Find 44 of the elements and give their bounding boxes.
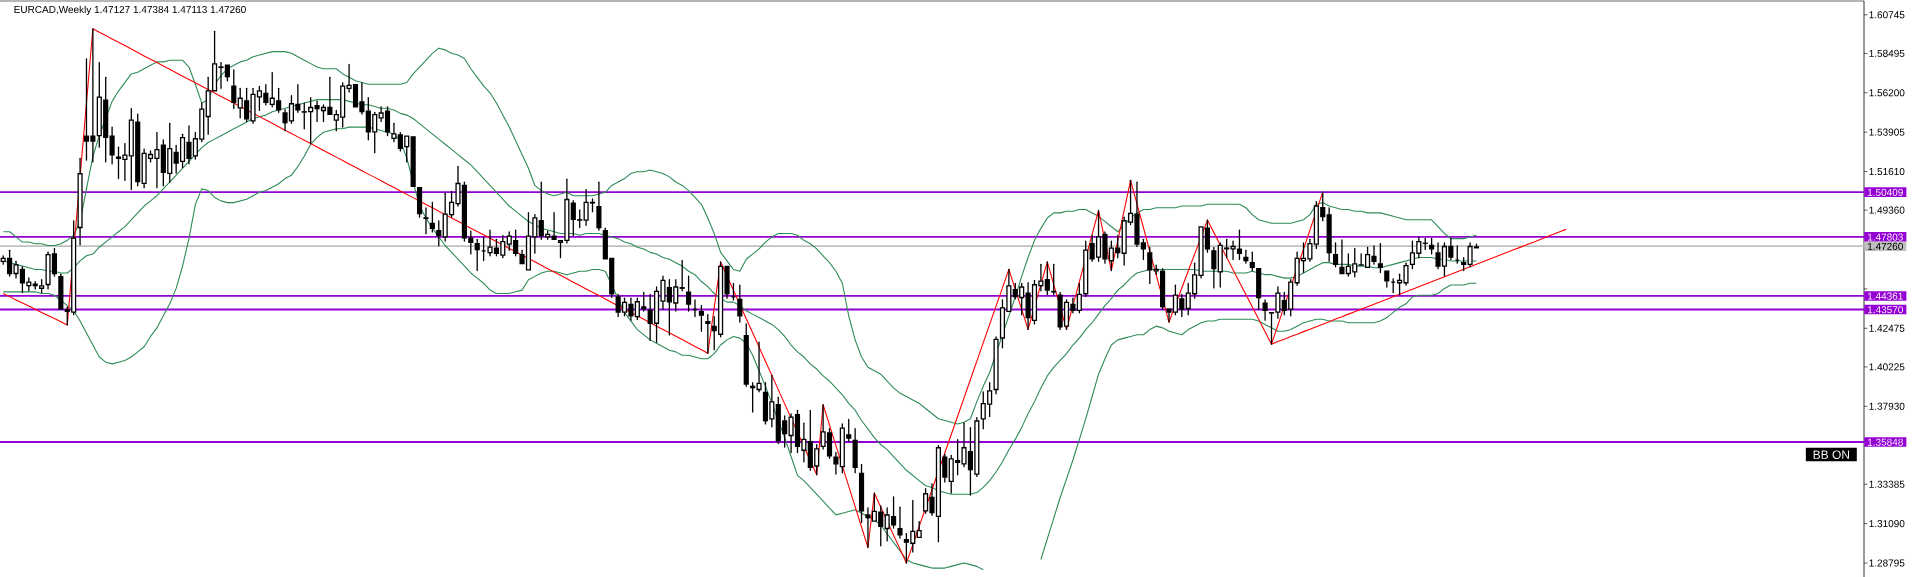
chart-title: EURCAD,Weekly 1.47127 1.47384 1.47113 1.47260	[14, 5, 246, 16]
y-tick-label: 1.40225	[1869, 363, 1905, 371]
candlestick	[416, 186, 423, 218]
annotation: BB ON	[1813, 450, 1850, 459]
candlestick	[1083, 240, 1089, 297]
ref-line-label: 1.43570	[1867, 306, 1903, 314]
ref-line-label: 1.35848	[1867, 438, 1903, 446]
candlestick	[1262, 299, 1268, 321]
candlestick	[596, 181, 602, 231]
candlestick	[852, 428, 858, 474]
candlestick	[423, 207, 429, 235]
candlestick	[410, 136, 416, 187]
candlestick	[1051, 263, 1057, 296]
candlestick	[1243, 249, 1249, 264]
y-tick-label: 1.58495	[1869, 49, 1905, 57]
y-tick-label: 1.28795	[1869, 559, 1905, 567]
candlestick	[1384, 270, 1390, 288]
ref-line-label: 1.50409	[1867, 188, 1903, 196]
candlestick	[551, 212, 557, 241]
ref-line-label: 1.47260	[1867, 242, 1903, 250]
y-tick-label: 1.42475	[1869, 324, 1905, 332]
y-tick-label: 1.49360	[1869, 206, 1905, 214]
candlestick	[993, 336, 999, 395]
candlestick	[897, 506, 903, 539]
ref-line-label: 1.44361	[1867, 292, 1903, 300]
candlestick	[705, 314, 711, 354]
candlestick	[833, 451, 839, 475]
y-tick-label: 1.56200	[1869, 89, 1905, 97]
y-tick-label: 1.51610	[1869, 168, 1905, 176]
candlestick	[679, 259, 685, 292]
y-tick-label: 1.37930	[1869, 402, 1905, 410]
y-tick-label: 1.31090	[1869, 520, 1905, 528]
candlestick	[109, 126, 115, 165]
candlestick	[916, 521, 922, 539]
ref-line-label: 1.47803	[1867, 233, 1903, 241]
candlestick	[429, 201, 435, 233]
candlestick	[1377, 242, 1383, 274]
y-tick-label: 1.53905	[1869, 128, 1905, 136]
candlestick	[77, 157, 83, 246]
y-tick-label: 1.60745	[1869, 11, 1905, 19]
candlestick	[1211, 246, 1217, 289]
candlestick	[1326, 207, 1332, 262]
candlestick	[1332, 242, 1339, 268]
y-tick-label: 1.33385	[1869, 480, 1905, 488]
